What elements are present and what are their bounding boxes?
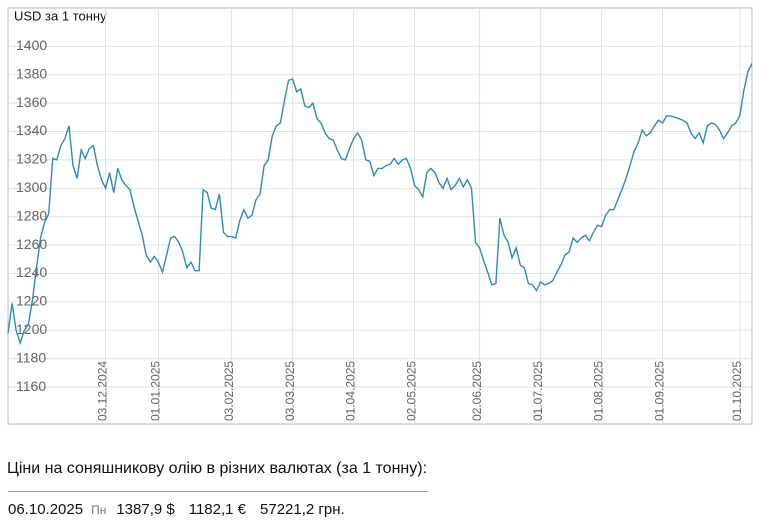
price-line [7,63,753,346]
x-tick-label: 03.02.2025 [222,361,236,421]
plot-frame [7,7,753,425]
y-tick-label: 1240 [16,264,47,280]
y-tick-label: 1200 [16,321,47,337]
weekday: Пн [91,503,107,517]
x-tick-label: 01.08.2025 [592,361,606,421]
y-tick-label: 1300 [16,179,47,195]
y-tick-label: 1260 [16,236,47,252]
y-tick-label: 1400 [16,37,47,53]
prices-block: Ціни на соняшникову олію в різних валюта… [7,460,428,518]
y-tick-label: 1380 [16,65,47,81]
x-tick-label: 03.03.2025 [283,361,297,421]
price-usd: 1387,9 $ [116,501,175,518]
y-tick-label: 1360 [16,94,47,110]
x-tick-label: 01.04.2025 [344,361,358,421]
y-tick-label: 1280 [16,207,47,223]
x-tick-label: 02.06.2025 [470,361,484,421]
x-tick-label: 01.07.2025 [531,361,545,421]
x-tick-label: 01.01.2025 [149,361,163,421]
prices-title: Ціни на соняшникову олію в різних валюта… [7,460,428,477]
x-tick-label: 02.05.2025 [405,361,419,421]
date: 06.10.2025 [8,501,84,518]
x-tick-label: 01.09.2025 [653,361,667,421]
y-tick-label: 1160 [16,378,46,394]
x-tick-label: 03.12.2024 [96,361,110,421]
chart: USD за 1 тонну 1160118012001220124012601… [7,7,753,425]
price-eur: 1182,1 € [188,501,247,518]
price-row: 06.10.2025 Пн 1387,9 $ 1182,1 € 57221,2 грн. [8,491,428,518]
y-tick-label: 1320 [16,151,47,167]
y-axis-title: USD за 1 тонну [14,8,107,23]
price-uah: 57221,2 грн. [260,501,345,518]
y-tick-label: 1340 [16,122,47,138]
y-tick-label: 1180 [16,349,46,365]
x-tick-label: 01.10.2025 [730,361,744,421]
